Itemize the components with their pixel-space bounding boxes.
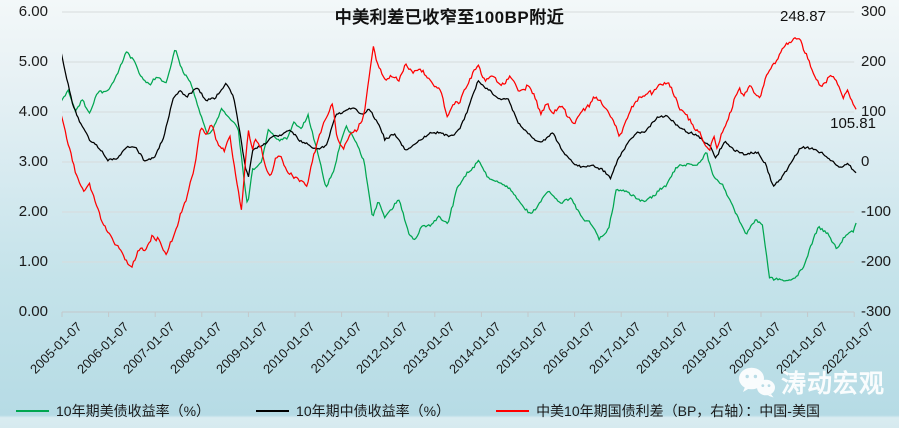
left-axis-tick: 3.00	[18, 153, 48, 170]
legend-item-us-10y: 10年期美债收益率（%）	[16, 401, 210, 421]
legend-label-spread: 中美10年期国债利差（BP，右轴）：中国-美国	[536, 403, 820, 419]
series-line-1	[62, 53, 857, 188]
legend-label-cn-10y: 10年期中债收益率（%）	[296, 403, 451, 419]
legend-label-us-10y: 10年期美债收益率（%）	[56, 403, 211, 419]
legend-line-red	[496, 410, 530, 412]
legend-item-cn-10y: 10年期中债收益率（%）	[256, 401, 450, 421]
annotation-peak-value: 248.87	[780, 8, 826, 25]
left-axis-tick: 0.00	[18, 303, 48, 320]
legend-line-green	[16, 410, 49, 412]
right-axis-tick: -100	[861, 203, 892, 220]
right-axis-tick: 0	[861, 153, 870, 170]
series-line-2	[62, 37, 857, 269]
left-axis-tick: 6.00	[18, 3, 48, 20]
right-axis-tick: -200	[861, 253, 892, 270]
chart-title: 中美利差已收窄至100BP附近	[334, 8, 565, 27]
left-axis-tick: 4.00	[18, 103, 48, 120]
annotation-latest-value: 105.81	[830, 115, 876, 132]
left-axis-tick: 5.00	[18, 53, 48, 70]
legend-item-spread: 中美10年期国债利差（BP，右轴）：中国-美国	[496, 401, 820, 421]
legend-line-black	[256, 410, 290, 412]
right-axis-tick: 100	[861, 103, 887, 120]
right-axis-tick: 300	[861, 3, 887, 20]
series-line-0	[62, 49, 857, 282]
left-axis-tick: 1.00	[18, 253, 48, 270]
right-axis-tick: 200	[861, 53, 887, 70]
legend: 10年期美债收益率（%） 10年期中债收益率（%） 中美10年期国债利差（BP，…	[16, 401, 820, 421]
left-axis-tick: 2.00	[18, 203, 48, 220]
right-axis-tick: -300	[861, 303, 892, 320]
